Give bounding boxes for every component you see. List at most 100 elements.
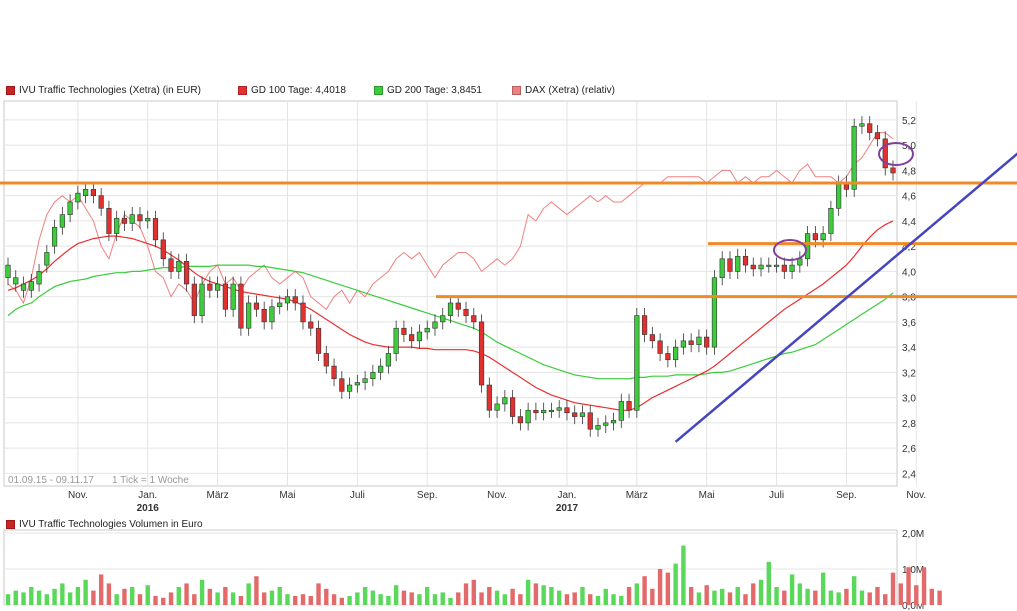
candle-body — [401, 327, 407, 335]
candle-body — [595, 425, 601, 430]
candle-body — [758, 264, 764, 270]
volume-bar — [595, 596, 601, 605]
volume-bar — [921, 567, 927, 605]
volume-bar — [223, 587, 228, 605]
legend-item: IVU Traffic Technologies (Xetra) (in EUR… — [6, 85, 201, 96]
date-range-label: 01.09.15 - 09.11.17 — [8, 475, 94, 486]
volume-bar — [937, 590, 942, 605]
volume-bar — [813, 590, 818, 605]
volume-bar — [370, 590, 376, 605]
volume-bar — [673, 563, 678, 605]
volume-bar — [712, 590, 717, 605]
legend-item: DAX (Xetra) (relativ) — [512, 85, 615, 96]
candle-body — [603, 422, 609, 426]
volume-bar — [619, 596, 624, 605]
candle-body — [696, 336, 702, 345]
price-plot-area — [3, 100, 898, 487]
candle-body — [121, 218, 128, 224]
y-tick-label: 2,8 — [902, 419, 916, 430]
x-tick-label: Nov. — [68, 490, 88, 501]
candle-body — [789, 264, 795, 272]
volume-bar — [898, 583, 903, 605]
x-tick-label: Nov. — [487, 490, 507, 501]
candle-body — [246, 302, 252, 329]
volume-bar — [316, 583, 321, 605]
volume-bar — [549, 587, 554, 605]
candle-body — [766, 264, 772, 267]
candle-body — [315, 327, 322, 354]
volume-bar — [362, 587, 368, 605]
candle-body — [44, 252, 50, 266]
volume-bar — [851, 576, 857, 605]
candle-body — [680, 340, 686, 348]
volume-bar — [417, 594, 422, 605]
volume-bar — [207, 588, 213, 605]
volume-bar — [122, 588, 127, 605]
volume-bar — [60, 583, 65, 605]
candle-body — [362, 378, 368, 383]
volume-bar — [487, 587, 492, 605]
volume-bar — [751, 583, 756, 605]
volume-bar — [184, 583, 189, 605]
volume-bar — [463, 583, 469, 605]
y-tick-label: 4,8 — [902, 166, 916, 177]
candle-body — [269, 306, 275, 323]
volume-bar — [168, 592, 174, 605]
x-tick-label: Sep. — [417, 490, 438, 501]
volume-bar — [642, 576, 647, 605]
candle-body — [222, 283, 228, 310]
volume-bar — [254, 576, 259, 605]
candle-body — [641, 315, 648, 335]
volume-bar — [230, 592, 236, 605]
volume-bar — [347, 596, 352, 605]
candle-body — [579, 412, 586, 417]
candle-body — [432, 321, 438, 329]
candle-body — [284, 296, 291, 304]
candle-body — [354, 382, 360, 386]
legend-label: GD 200 Tage: 3,8451 — [387, 85, 482, 96]
candle-body — [83, 189, 89, 196]
volume-bar — [238, 596, 244, 605]
volume-bar — [293, 596, 298, 605]
volume-bar — [859, 590, 865, 605]
volume-bar — [67, 592, 73, 605]
volume-bar — [339, 597, 345, 605]
legend-label: IVU Traffic Technologies (Xetra) (in EUR… — [19, 85, 201, 96]
volume-bar — [161, 597, 166, 605]
candle-body — [502, 397, 508, 405]
candle-body — [13, 277, 19, 285]
highlight-ellipse — [878, 142, 914, 166]
candle-body — [331, 365, 337, 380]
candle-body — [160, 239, 166, 260]
volume-bar — [300, 594, 306, 605]
candle-body — [137, 214, 143, 222]
candle-body — [370, 372, 376, 380]
candle-body — [168, 258, 174, 272]
volume-bar — [525, 579, 531, 605]
candle-body — [346, 384, 353, 392]
legend-item: IVU Traffic Technologies Volumen in Euro — [6, 519, 203, 530]
volume-bar — [735, 587, 740, 605]
volume-bar — [331, 594, 337, 605]
candle-body — [20, 283, 27, 291]
candle-body — [98, 195, 104, 209]
x-tick-label: Jan. — [138, 490, 157, 501]
volume-bar — [44, 594, 50, 605]
volume-bar — [425, 587, 430, 605]
candle-body — [409, 334, 415, 342]
volume-plot-area — [3, 529, 898, 606]
volume-bar — [681, 545, 686, 605]
volume-bar — [386, 596, 391, 605]
candle-body — [416, 331, 423, 342]
candle-body — [882, 138, 888, 169]
y-tick-label: 3,6 — [902, 318, 916, 329]
candle-body — [548, 409, 555, 413]
volume-bar — [502, 594, 508, 605]
candle-body — [463, 308, 469, 316]
legend-label: DAX (Xetra) (relativ) — [525, 85, 616, 96]
volume-bar — [890, 572, 896, 605]
y-tick-label: 5,2 — [902, 116, 916, 127]
candle-body — [517, 416, 523, 424]
